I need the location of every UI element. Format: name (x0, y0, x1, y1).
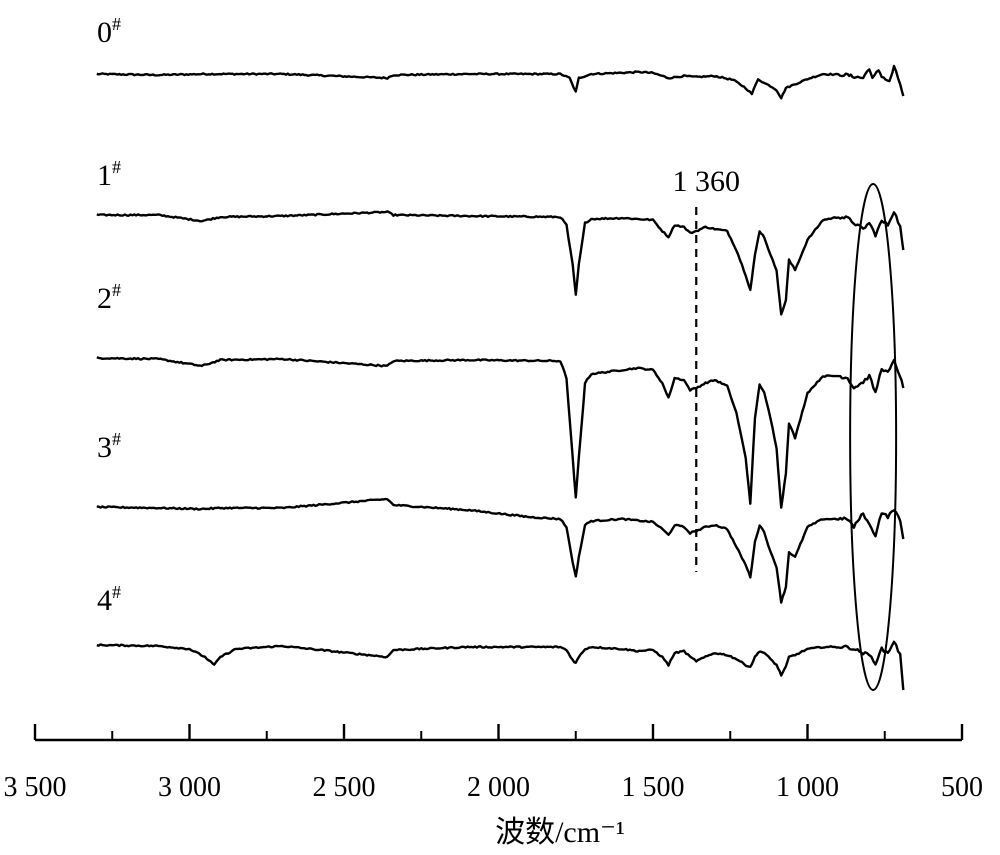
x-tick-label-0: 3 500 (4, 772, 67, 803)
spectrum-line-0 (96, 64, 905, 100)
series-label-2: 2# (97, 280, 121, 315)
marker-label: 1 360 (673, 165, 741, 198)
x-tick-label-2: 2 500 (313, 772, 376, 803)
series-label-1: 1# (97, 157, 121, 192)
spectrum-line-3 (96, 497, 905, 604)
x-tick-label-1: 3 000 (158, 772, 221, 803)
x-tick-label-5: 1 000 (776, 772, 839, 803)
annotations: 1 360 (673, 165, 898, 691)
x-axis-title: 波数/cm⁻¹ (495, 816, 625, 849)
x-tick-label-3: 2 000 (467, 772, 530, 803)
spectrum-line-1 (96, 210, 905, 316)
series-label-3: 3# (97, 429, 121, 464)
x-tick-label-6: 500 (941, 772, 983, 803)
series-label-0: 0# (97, 14, 121, 49)
x-tick-label-4: 1 500 (622, 772, 685, 803)
spectrum-line-4 (96, 640, 905, 691)
series-layer (96, 64, 905, 691)
highlight-ellipse (849, 183, 898, 691)
series-labels: 0# 1# 2# 3# 4# (97, 14, 121, 617)
spectrum-line-2 (96, 356, 905, 509)
series-label-4: 4# (97, 582, 121, 617)
x-axis: 3 500 3 000 2 500 2 000 1 500 1 000 500 (4, 724, 983, 803)
